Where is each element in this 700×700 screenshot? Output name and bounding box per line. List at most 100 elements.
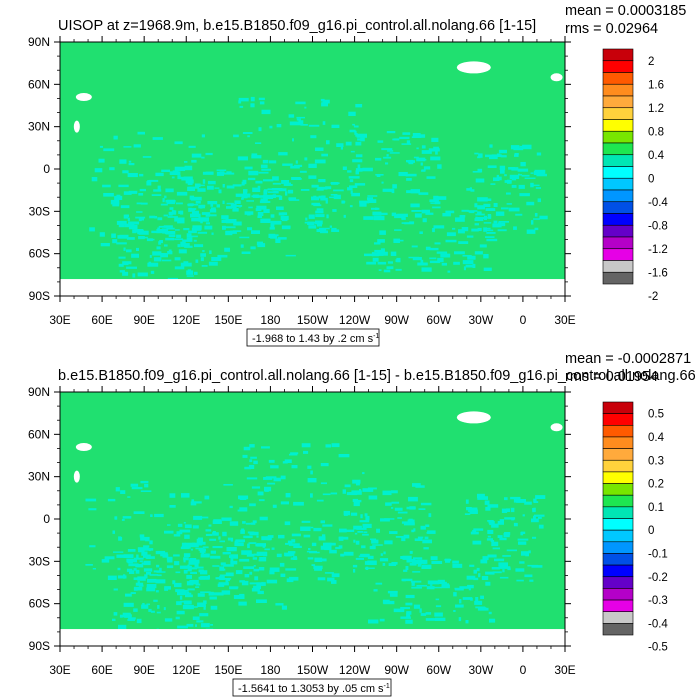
field-patch	[275, 238, 281, 243]
field-patch	[177, 220, 185, 224]
field-patch	[480, 595, 484, 599]
field-patch	[466, 188, 472, 191]
field-patch	[161, 259, 172, 262]
x-tick-label: 0	[520, 313, 527, 327]
field-patch	[497, 229, 507, 232]
field-patch	[160, 552, 168, 557]
field-patch	[361, 545, 366, 549]
field-patch	[227, 577, 230, 582]
field-patch	[535, 495, 546, 499]
field-patch	[344, 552, 352, 554]
field-patch	[194, 563, 199, 568]
field-patch	[176, 191, 188, 196]
field-patch	[482, 556, 489, 560]
field-patch	[377, 251, 388, 256]
field-patch	[143, 545, 150, 548]
field-patch	[465, 499, 469, 504]
field-patch	[389, 593, 398, 597]
field-patch	[146, 572, 151, 575]
field-patch	[419, 608, 422, 613]
field-patch	[137, 272, 148, 277]
field-patch	[379, 230, 386, 235]
field-patch	[137, 229, 144, 235]
field-patch	[243, 566, 255, 569]
field-patch	[244, 166, 253, 170]
field-patch	[304, 106, 307, 109]
field-patch	[233, 595, 245, 599]
field-patch	[191, 210, 199, 215]
field-patch	[509, 174, 520, 179]
field-patch	[176, 601, 182, 606]
field-patch	[273, 477, 281, 482]
field-patch	[180, 210, 184, 215]
panel-1-land-mask	[60, 61, 565, 296]
colorbar-box	[602, 494, 634, 508]
land-island	[73, 120, 80, 133]
field-patch	[103, 148, 115, 152]
field-patch	[195, 586, 200, 588]
field-patch	[124, 223, 135, 228]
field-patch	[183, 557, 189, 561]
field-patch	[477, 217, 488, 219]
field-patch	[326, 140, 330, 145]
field-patch	[111, 233, 116, 238]
field-patch	[176, 531, 183, 535]
colorbar-box	[602, 60, 634, 73]
field-patch	[221, 590, 231, 595]
field-patch	[225, 572, 234, 577]
field-patch	[423, 547, 429, 550]
field-patch	[410, 189, 420, 194]
y-tick-label: 90N	[28, 35, 50, 49]
field-patch	[192, 225, 202, 230]
field-patch	[357, 164, 361, 169]
field-patch	[485, 227, 491, 230]
field-patch	[239, 593, 245, 596]
field-patch	[466, 235, 474, 238]
field-patch	[307, 557, 314, 560]
field-patch	[397, 517, 402, 519]
field-patch	[517, 538, 529, 541]
field-patch	[143, 568, 153, 572]
field-patch	[489, 618, 496, 623]
field-patch	[202, 250, 205, 253]
field-patch	[428, 513, 432, 518]
field-patch	[267, 191, 279, 194]
field-patch	[232, 184, 242, 187]
field-patch	[430, 584, 433, 586]
field-patch	[499, 537, 507, 541]
field-patch	[210, 550, 216, 554]
field-patch	[532, 536, 537, 539]
field-patch	[320, 482, 327, 485]
field-patch	[534, 169, 546, 174]
field-patch	[492, 571, 502, 574]
field-patch	[201, 156, 205, 159]
field-patch	[193, 271, 198, 275]
land-antarctica	[60, 629, 565, 646]
field-patch	[270, 223, 275, 228]
field-patch	[459, 586, 469, 589]
colorbar-label: -0.8	[648, 220, 668, 232]
field-patch	[174, 238, 184, 241]
field-patch	[222, 200, 225, 204]
field-patch	[255, 142, 262, 144]
field-patch	[435, 598, 440, 601]
field-patch	[421, 564, 432, 569]
field-patch	[187, 569, 192, 572]
field-patch	[218, 189, 222, 194]
field-patch	[441, 584, 450, 589]
field-patch	[237, 156, 248, 161]
colorbar-box	[602, 48, 634, 62]
field-patch	[126, 266, 137, 269]
field-patch	[301, 443, 311, 448]
field-patch	[393, 608, 405, 613]
field-patch	[406, 160, 409, 163]
field-patch	[364, 567, 375, 569]
field-patch	[352, 123, 355, 126]
colorbar-box	[602, 107, 634, 120]
field-patch	[183, 600, 192, 605]
field-patch	[279, 562, 285, 567]
field-patch	[257, 491, 264, 496]
field-patch	[173, 554, 180, 557]
land-greenland	[456, 411, 491, 424]
field-patch	[113, 588, 118, 591]
